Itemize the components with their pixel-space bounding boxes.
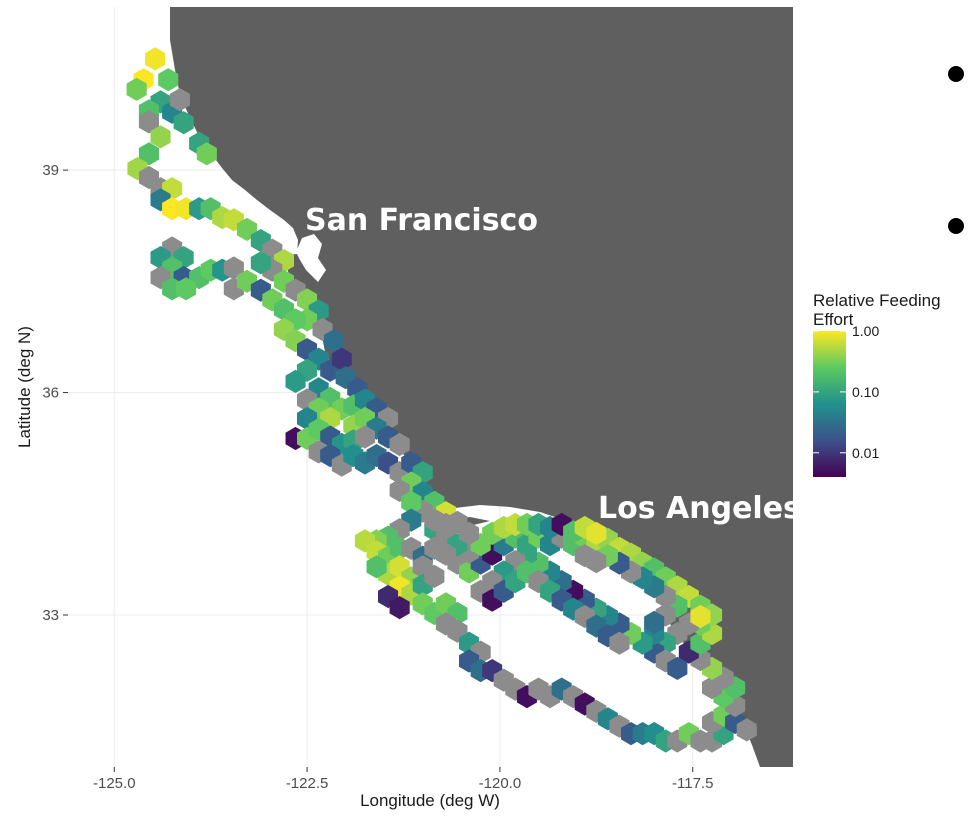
hex-cell-260 xyxy=(586,521,607,545)
legend-tick-label-2: 0.01 xyxy=(852,445,879,461)
y-tick-label-0: 33 xyxy=(42,607,59,624)
hex-cell-37 xyxy=(324,329,345,353)
hex-cell-81 xyxy=(389,432,410,457)
hex-cell-262 xyxy=(435,512,456,537)
hex-cell-0 xyxy=(145,47,166,71)
hex-cell-130 xyxy=(389,596,410,620)
hex-cell-128 xyxy=(424,564,445,588)
legend-tick-label-1: 0.10 xyxy=(852,384,879,400)
annotation-san-francisco: San Francisco xyxy=(305,203,538,238)
legend: Relative Feeding Effort 1.00 0.10 0.01 xyxy=(813,291,941,477)
x-tick-label-0: -125.0 xyxy=(93,775,136,792)
hex-cell-245 xyxy=(644,610,665,634)
hex-cell-88 xyxy=(354,425,375,449)
hex-cell-182 xyxy=(667,656,688,680)
hex-cell-7 xyxy=(173,111,194,135)
hex-cell-250 xyxy=(459,521,480,545)
y-tick-label-2: 39 xyxy=(42,162,59,179)
hex-cell-9 xyxy=(169,88,190,112)
annotation-los-angeles: Los Angeles xyxy=(598,491,801,526)
hex-cell-249 xyxy=(435,542,456,566)
hex-cell-210 xyxy=(609,631,630,655)
hex-cell-3 xyxy=(158,68,179,92)
hex-cell-165 xyxy=(736,718,757,742)
hex-cell-30 xyxy=(250,251,271,275)
hex-cell-47 xyxy=(223,256,244,280)
hex-cell-2 xyxy=(126,77,147,101)
x-tick-label-3: -117.5 xyxy=(672,775,713,792)
hex-cell-61 xyxy=(331,347,352,371)
hex-cell-124 xyxy=(366,555,387,579)
y-axis-title: Latitude (deg N) xyxy=(15,326,34,448)
legend-title-line-2: Effort xyxy=(813,310,854,329)
bullet-point-1 xyxy=(948,66,964,82)
x-tick-label-1: -122.5 xyxy=(286,775,329,792)
legend-title-line-1: Relative Feeding xyxy=(813,291,941,310)
legend-colorbar xyxy=(813,331,846,477)
x-axis-ticks: -125.0 -122.5 -120.0 -117.5 xyxy=(93,767,713,792)
hex-cell-49 xyxy=(176,277,197,301)
hex-cell-243 xyxy=(574,544,595,568)
hex-cell-104 xyxy=(401,490,422,514)
hex-cell-10 xyxy=(150,125,171,149)
legend-ticks: 1.00 0.10 0.01 xyxy=(813,323,879,461)
hex-cell-12 xyxy=(196,142,217,166)
hex-cell-65 xyxy=(285,369,306,393)
hex-cell-8 xyxy=(138,110,159,134)
san-francisco-bay xyxy=(296,234,326,282)
x-axis-title: Longitude (deg W) xyxy=(360,791,500,810)
hex-cell-234 xyxy=(690,604,711,629)
hex-cell-13 xyxy=(138,142,159,166)
y-axis-ticks: 33 36 39 xyxy=(42,162,68,624)
x-tick-label-2: -120.0 xyxy=(479,775,522,792)
y-tick-label-1: 36 xyxy=(42,385,59,402)
hexbin-cells xyxy=(126,47,757,753)
legend-tick-label-0: 1.00 xyxy=(852,323,879,339)
land-mass xyxy=(170,7,793,767)
bullet-point-2 xyxy=(948,218,964,234)
